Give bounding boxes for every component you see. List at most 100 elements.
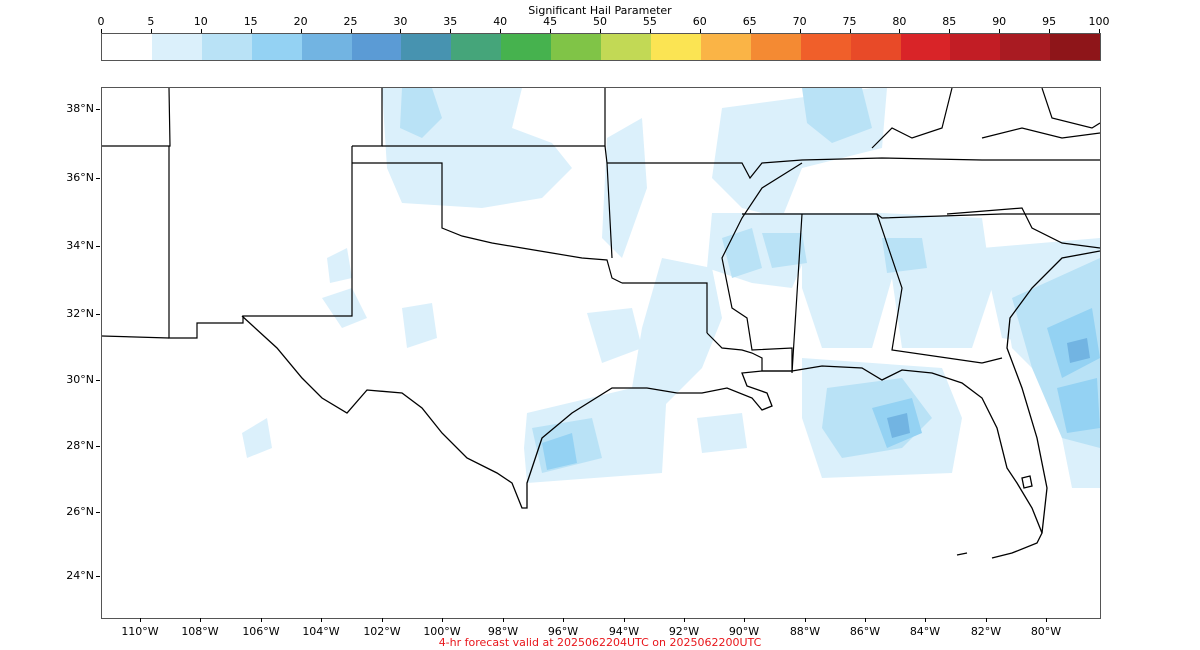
longitude-tick (382, 618, 383, 622)
hail-map (102, 88, 1100, 559)
colorbar-tick (999, 29, 1001, 33)
longitude-tick (200, 618, 201, 622)
longitude-label: 108°W (181, 625, 219, 638)
forecast-valid-caption: 4-hr forecast valid at 2025062204UTC on … (438, 636, 762, 649)
colorbar-segment (800, 34, 851, 60)
latitude-label: 30°N (66, 373, 94, 386)
colorbar-segment (301, 34, 352, 60)
colorbar-segment (501, 34, 552, 60)
colorbar-segment (1050, 34, 1101, 60)
latitude-label: 26°N (66, 505, 94, 518)
longitude-label: 88°W (789, 625, 821, 638)
shp-field-5-10 (242, 88, 1100, 488)
colorbar-segment (601, 34, 651, 60)
colorbar-tick (699, 29, 701, 33)
latitude-label: 38°N (66, 102, 94, 115)
colorbar-segment (900, 34, 951, 60)
colorbar-tick-label: 40 (493, 15, 508, 28)
longitude-label: 80°W (1030, 625, 1062, 638)
longitude-label: 106°W (242, 625, 280, 638)
colorbar-tick-label: 20 (293, 15, 308, 28)
colorbar-tick-label: 70 (792, 15, 807, 28)
longitude-tick (503, 618, 504, 622)
longitude-tick (684, 618, 685, 622)
colorbar-tick-label: 95 (1042, 15, 1057, 28)
colorbar-tick (849, 29, 851, 33)
colorbar-tick-label: 65 (742, 15, 757, 28)
colorbar-tick-label: 55 (642, 15, 657, 28)
longitude-label: 86°W (849, 625, 881, 638)
colorbar-tick (649, 29, 651, 33)
colorbar-segment (351, 34, 402, 60)
colorbar-tick (749, 29, 751, 33)
map-panel (101, 87, 1101, 619)
colorbar-segment (401, 34, 452, 60)
longitude-label: 90°W (728, 625, 760, 638)
colorbar-tick-label: 50 (593, 15, 607, 28)
longitude-tick (261, 618, 262, 622)
longitude-tick (744, 618, 745, 622)
longitude-label: 92°W (668, 625, 700, 638)
colorbar-tick (799, 29, 801, 33)
colorbar-segment (102, 34, 152, 60)
colorbar-segment (151, 34, 202, 60)
longitude-label: 98°W (487, 625, 519, 638)
latitude-label: 28°N (66, 439, 94, 452)
colorbar-tick (400, 29, 402, 33)
colorbar-tick (350, 29, 352, 33)
colorbar-tick (200, 29, 202, 33)
longitude-tick (140, 618, 141, 622)
longitude-label: 96°W (547, 625, 579, 638)
latitude-tick (96, 576, 100, 577)
colorbar-segment (1000, 34, 1051, 60)
latitude-tick (96, 512, 100, 513)
colorbar-tick (550, 29, 552, 33)
colorbar-tick (101, 29, 102, 33)
longitude-tick (442, 618, 443, 622)
longitude-tick (321, 618, 322, 622)
colorbar-tick-label: 15 (243, 15, 258, 28)
longitude-label: 82°W (970, 625, 1002, 638)
longitude-tick (563, 618, 564, 622)
colorbar-tick (1049, 29, 1051, 33)
longitude-tick (1046, 618, 1047, 622)
latitude-label: 32°N (66, 307, 94, 320)
longitude-tick (805, 618, 806, 622)
colorbar-tick (150, 29, 152, 33)
colorbar-tick (450, 29, 452, 33)
longitude-tick (865, 618, 866, 622)
longitude-tick (925, 618, 926, 622)
latitude-tick (96, 446, 100, 447)
latitude-label: 36°N (66, 171, 94, 184)
longitude-label: 84°W (909, 625, 941, 638)
longitude-label: 104°W (302, 625, 340, 638)
longitude-tick (624, 618, 625, 622)
colorbar-tick (300, 29, 302, 33)
shp-field-20-25 (887, 338, 1090, 438)
longitude-tick (986, 618, 987, 622)
colorbar-tick-label: 75 (842, 15, 857, 28)
latitude-tick (96, 380, 100, 381)
latitude-label: 34°N (66, 239, 94, 252)
colorbar-segment (451, 34, 502, 60)
state-boundaries (102, 88, 1100, 374)
colorbar-tick-label: 30 (393, 15, 408, 28)
colorbar-tick (250, 29, 252, 33)
longitude-label: 110°W (121, 625, 159, 638)
colorbar-tick-label: 45 (543, 15, 558, 28)
colorbar-tick-label: 35 (443, 15, 458, 28)
colorbar-tick (1099, 29, 1100, 33)
colorbar-tick (949, 29, 951, 33)
colorbar-tick-label: 80 (892, 15, 907, 28)
coastline (241, 250, 1100, 559)
colorbar-tick (899, 29, 901, 33)
colorbar-tick-label: 85 (942, 15, 957, 28)
colorbar-segment (850, 34, 901, 60)
colorbar-segment (201, 34, 252, 60)
longitude-label: 102°W (363, 625, 401, 638)
colorbar (101, 33, 1101, 61)
colorbar-tick (500, 29, 502, 33)
longitude-label: 100°W (423, 625, 461, 638)
colorbar-tick-label: 5 (147, 15, 155, 28)
latitude-tick (96, 314, 100, 315)
